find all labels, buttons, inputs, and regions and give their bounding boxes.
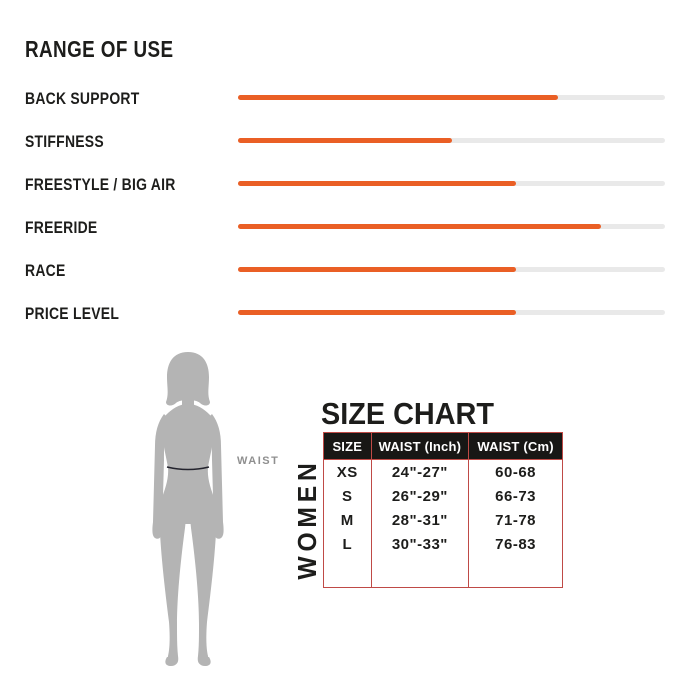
- waist-cm-cell: 60-68: [495, 463, 537, 481]
- range-row-label-text: FREESTYLE / BIG AIR: [25, 175, 176, 194]
- range-row-label-race: RACE: [25, 261, 74, 281]
- range-bar-fill: [238, 267, 516, 272]
- size-chart-header-row: SIZE WAIST (Inch) WAIST (Cm): [324, 433, 562, 460]
- range-row-label-back-support: BACK SUPPORT: [25, 89, 165, 109]
- range-bar-track: [238, 181, 665, 186]
- waist-cm-column: 60-68 66-73 71-78 76-83: [469, 460, 562, 587]
- size-chart-title: SIZE CHART: [321, 396, 507, 432]
- size-cell: L: [342, 535, 353, 553]
- size-chart-title-text: SIZE CHART: [321, 396, 494, 431]
- range-bar-fill: [238, 310, 516, 315]
- range-bar-track: [238, 138, 665, 143]
- range-bar-track: [238, 310, 665, 315]
- range-of-use-title-text: RANGE OF USE: [25, 36, 174, 62]
- waist-inch-cell: 24"-27": [391, 463, 448, 481]
- column-header-size: SIZE: [324, 433, 372, 459]
- column-header-waist-inch: WAIST (Inch): [372, 433, 470, 459]
- waist-inch-cell: 30"-33": [391, 535, 448, 553]
- range-bar-track: [238, 95, 665, 100]
- range-row-label-stiffness: STIFFNESS: [25, 132, 121, 152]
- size-column: XS S M L: [324, 460, 372, 587]
- waist-inch-column: 24"-27" 26"-29" 28"-31" 30"-33": [372, 460, 470, 587]
- range-bar-fill: [238, 138, 452, 143]
- range-row-label-price-level: PRICE LEVEL: [25, 304, 140, 324]
- waist-label: WAIST: [237, 455, 280, 467]
- column-header-waist-cm: WAIST (Cm): [477, 438, 554, 454]
- range-row-label-freeride: FREERIDE: [25, 218, 113, 238]
- woman-silhouette-icon: [152, 352, 224, 666]
- waist-cm-cell: 76-83: [495, 535, 537, 553]
- size-chart-body: XS S M L 24"-27" 26"-29" 28"-31" 30"-33"…: [324, 460, 562, 587]
- waist-cm-cell: 71-78: [495, 511, 537, 529]
- range-bar-fill: [238, 224, 601, 229]
- range-bar-fill: [238, 181, 516, 186]
- range-of-use-title: RANGE OF USE: [25, 36, 206, 63]
- range-row-label-text: PRICE LEVEL: [25, 304, 120, 323]
- range-bar-fill: [238, 95, 559, 100]
- range-row-label-text: FREERIDE: [25, 218, 98, 237]
- waist-cm-cell: 66-73: [495, 487, 537, 505]
- waist-line: [166, 466, 210, 471]
- range-row-label-freestyle-big-air: FREESTYLE / BIG AIR: [25, 175, 209, 195]
- range-bar-track: [238, 267, 665, 272]
- range-row-label-text: STIFFNESS: [25, 132, 104, 151]
- range-row-label-text: BACK SUPPORT: [25, 89, 140, 108]
- size-chart-table: SIZE WAIST (Inch) WAIST (Cm) XS S M L 24…: [323, 432, 563, 588]
- size-cell: XS: [336, 463, 358, 481]
- range-bar-track: [238, 224, 665, 229]
- size-cell: M: [340, 511, 354, 529]
- waist-inch-cell: 28"-31": [391, 511, 448, 529]
- women-vertical-label: WOMEN: [292, 458, 322, 580]
- range-row-label-text: RACE: [25, 261, 66, 280]
- size-cell: S: [342, 487, 353, 505]
- waist-inch-cell: 26"-29": [391, 487, 448, 505]
